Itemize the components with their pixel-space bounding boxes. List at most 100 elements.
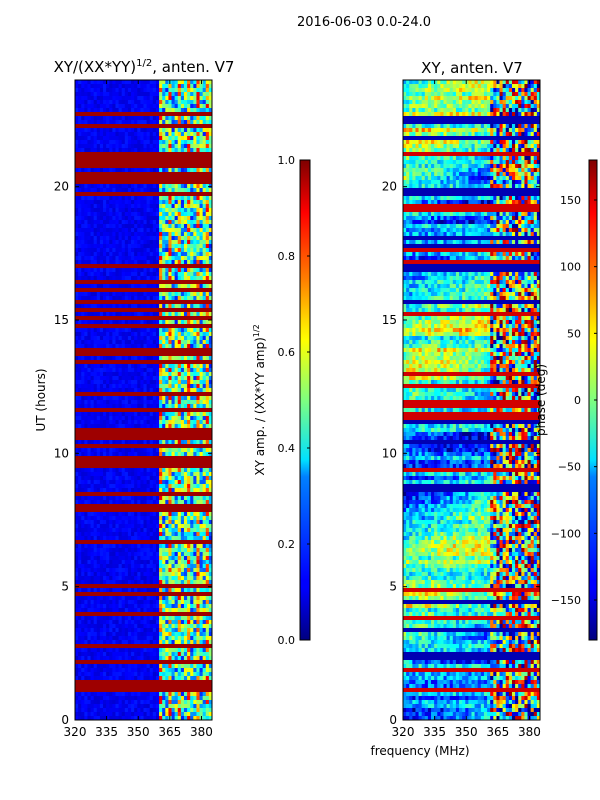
heatmap-cell xyxy=(103,116,107,121)
heatmap-cell xyxy=(75,296,79,301)
heatmap-cell xyxy=(127,304,132,309)
heatmap-cell xyxy=(199,424,204,429)
heatmap-cell xyxy=(143,532,148,537)
heatmap-cell xyxy=(190,376,194,381)
heatmap-cell xyxy=(174,352,179,357)
heatmap-cell xyxy=(93,156,98,161)
heatmap-cell xyxy=(143,392,148,397)
heatmap-cell xyxy=(112,284,117,289)
heatmap-cell xyxy=(96,276,101,281)
heatmap-cell xyxy=(168,252,173,257)
heatmap-cell xyxy=(165,320,170,325)
heatmap-cell xyxy=(187,100,191,105)
heatmap-cell xyxy=(155,300,160,305)
heatmap-cell xyxy=(162,300,166,305)
heatmap-cell xyxy=(131,440,135,445)
heatmap-cell xyxy=(143,80,148,85)
heatmap-cell xyxy=(159,240,163,245)
heatmap-cell xyxy=(84,364,89,369)
heatmap-cell xyxy=(78,464,82,469)
heatmap-cell xyxy=(183,432,188,437)
heatmap-cell xyxy=(99,408,104,413)
heatmap-cell xyxy=(93,88,98,93)
heatmap-cell xyxy=(115,468,120,473)
heatmap-cell xyxy=(193,280,198,285)
heatmap-cell xyxy=(90,212,95,217)
heatmap-cell xyxy=(177,224,182,229)
heatmap-cell xyxy=(196,344,201,349)
heatmap-cell xyxy=(75,80,79,85)
heatmap-cell xyxy=(177,92,182,97)
heatmap-cell xyxy=(199,188,204,193)
heatmap-cell xyxy=(137,288,141,293)
heatmap-cell xyxy=(81,284,85,289)
heatmap-cell xyxy=(96,112,101,117)
heatmap-cell xyxy=(159,144,163,149)
heatmap-cell xyxy=(90,260,95,265)
heatmap-cell xyxy=(159,96,163,101)
heatmap-cell xyxy=(165,244,170,249)
heatmap-cell xyxy=(193,216,198,221)
heatmap-cell xyxy=(103,288,107,293)
heatmap-cell xyxy=(75,372,79,377)
heatmap-cell xyxy=(96,80,101,85)
heatmap-cell xyxy=(180,288,185,293)
heatmap-cell xyxy=(87,132,92,137)
heatmap-cell xyxy=(155,160,160,165)
heatmap-cell xyxy=(162,244,166,249)
heatmap-cell xyxy=(106,420,110,425)
heatmap-cell xyxy=(202,156,207,161)
heatmap-cell xyxy=(134,112,138,117)
heatmap-cell xyxy=(84,296,89,301)
heatmap-cell xyxy=(168,468,173,473)
heatmap-cell xyxy=(118,100,123,105)
heatmap-cell xyxy=(146,396,151,401)
heatmap-cell xyxy=(115,240,120,245)
heatmap-cell xyxy=(174,84,179,89)
heatmap-cell xyxy=(143,256,148,261)
heatmap-cell xyxy=(127,320,132,325)
heatmap-cell xyxy=(103,356,107,361)
heatmap-cell xyxy=(177,344,182,349)
heatmap-cell xyxy=(103,320,107,325)
heatmap-cell xyxy=(124,508,129,513)
heatmap-cell xyxy=(165,84,170,89)
heatmap-cell xyxy=(187,260,191,265)
heatmap-cell xyxy=(131,324,135,329)
heatmap-cell xyxy=(115,332,120,337)
heatmap-cell xyxy=(115,192,120,197)
heatmap-cell xyxy=(75,504,79,509)
heatmap-cell xyxy=(202,332,207,337)
heatmap-cell xyxy=(208,364,212,369)
heatmap-cell xyxy=(193,212,198,217)
heatmap-cell xyxy=(149,520,154,525)
heatmap-cell xyxy=(143,112,148,117)
heatmap-cell xyxy=(90,280,95,285)
heatmap-cell xyxy=(75,412,79,417)
heatmap-cell xyxy=(205,256,210,261)
heatmap-cell xyxy=(137,372,141,377)
heatmap-cell xyxy=(196,212,201,217)
heatmap-cell xyxy=(140,440,145,445)
heatmap-cell xyxy=(127,364,132,369)
heatmap-cell xyxy=(171,100,176,105)
heatmap-cell xyxy=(202,84,207,89)
heatmap-cell xyxy=(99,300,104,305)
heatmap-cell xyxy=(205,352,210,357)
heatmap-cell xyxy=(180,176,185,181)
heatmap-cell xyxy=(143,288,148,293)
heatmap-cell xyxy=(134,336,138,341)
heatmap-cell xyxy=(78,148,82,153)
heatmap-cell xyxy=(171,364,176,369)
heatmap-cell xyxy=(75,120,79,125)
heatmap-cell xyxy=(81,420,85,425)
heatmap-cell xyxy=(168,488,173,493)
heatmap-cell xyxy=(193,112,198,117)
heatmap-cell xyxy=(208,304,212,309)
heatmap-cell xyxy=(96,84,101,89)
heatmap-cell xyxy=(81,428,85,433)
heatmap-cell xyxy=(87,312,92,317)
heatmap-cell xyxy=(183,472,188,477)
heatmap-cell xyxy=(162,100,166,105)
heatmap-cell xyxy=(146,308,151,313)
